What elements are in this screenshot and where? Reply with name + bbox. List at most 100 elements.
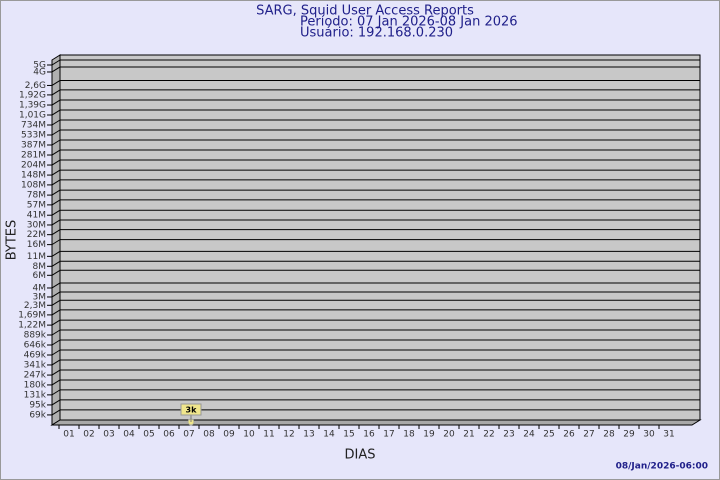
x-tick-label: 17 — [383, 430, 394, 440]
y-axis-label: BYTES — [5, 220, 20, 261]
chart-title: SARG, Squid User Access Reports — [256, 4, 474, 19]
x-tick-label: 13 — [303, 430, 314, 440]
y-tick-label: 4G — [33, 67, 46, 77]
y-tick-label: 30M — [27, 220, 46, 230]
y-tick-label: 57M — [27, 200, 46, 210]
grid-line — [51, 269, 61, 276]
grid-line — [51, 229, 61, 236]
y-tick-label: 341k — [24, 360, 47, 370]
grid-line — [51, 359, 61, 366]
footer: 08/Jan/2026-06:00 — [616, 462, 708, 472]
grid-line — [51, 339, 61, 346]
x-tick-label: 09 — [223, 430, 235, 440]
grid-line — [51, 369, 61, 376]
chart-subtitle: Usuário: 192.168.0.230 — [300, 26, 453, 41]
grid-line — [51, 299, 61, 306]
y-tick-label: 1,39G — [19, 101, 46, 111]
x-tick-label: 25 — [543, 430, 554, 440]
grid-line — [51, 349, 61, 356]
y-tick-label: 3M — [33, 292, 47, 302]
x-tick-label: 27 — [583, 430, 594, 440]
grid-line — [51, 329, 61, 336]
y-tick-label: 95k — [29, 400, 46, 410]
x-tick-label: 16 — [363, 430, 375, 440]
value-label-box — [180, 403, 202, 416]
x-tick-label: 23 — [503, 430, 514, 440]
y-tick-label: 108M — [21, 180, 46, 190]
y-tick-label: 11M — [27, 252, 46, 262]
y-tick-label: 281M — [21, 151, 46, 161]
y-tick-label: 889k — [24, 331, 47, 341]
x-tick-label: 20 — [443, 430, 455, 440]
y-tick-label: 1,22M — [18, 321, 46, 331]
grid-line — [51, 291, 61, 298]
y-tick-label: 4M — [33, 283, 47, 293]
grid-line — [51, 139, 61, 146]
x-tick-label: 22 — [483, 430, 494, 440]
x-tick-label: 05 — [143, 430, 154, 440]
grid-line — [51, 59, 61, 66]
y-tick-label: 247k — [24, 371, 47, 381]
grid-line — [51, 66, 61, 73]
value-label: 3k — [186, 406, 198, 415]
grid-line — [51, 389, 61, 396]
grid-line — [51, 109, 61, 116]
y-tick-label: 41M — [27, 211, 46, 221]
y-tick-label: 2,6G — [25, 81, 46, 91]
chart-subtitle: Período: 07 Jan 2026-08 Jan 2026 — [300, 15, 518, 30]
y-tick-label: 734M — [21, 120, 46, 130]
y-tick-label: 204M — [21, 161, 46, 171]
y-tick-label: 2,3M — [24, 301, 46, 311]
grid-line — [51, 80, 61, 86]
y-tick-label: 22M — [27, 230, 46, 240]
grid-line — [51, 179, 61, 186]
grid-line — [51, 169, 61, 176]
x-tick-label: 18 — [403, 430, 415, 440]
grid-line — [51, 199, 61, 206]
x-tick-label: 14 — [323, 430, 335, 440]
grid-line — [51, 309, 61, 316]
x-tick-label: 15 — [343, 430, 354, 440]
grid-line — [51, 129, 61, 136]
x-tick-label: 19 — [423, 430, 435, 440]
grid-line — [51, 399, 61, 406]
x-tick-label: 10 — [243, 430, 255, 440]
x-tick-label: 01 — [63, 430, 74, 440]
y-tick-label: 646k — [24, 340, 47, 350]
grid-line — [51, 189, 61, 196]
y-tick-label: 1,92G — [19, 90, 46, 100]
y-tick-label: 69k — [29, 410, 46, 420]
y-tick-label: 78M — [27, 191, 46, 201]
x-tick-label: 03 — [103, 430, 114, 440]
grid-line — [51, 409, 61, 416]
y-tick-label: 180k — [24, 380, 47, 390]
grid-line — [51, 99, 61, 106]
x-tick-label: 29 — [623, 430, 635, 440]
y-tick-label: 148M — [21, 171, 46, 181]
y-tick-label: 1,01G — [19, 111, 46, 121]
y-tick-label: 131k — [24, 390, 47, 400]
y-tick-label: 6M — [33, 271, 47, 281]
grid-line — [51, 219, 61, 226]
grid-line — [51, 119, 61, 126]
x-tick-label: 26 — [563, 430, 575, 440]
x-tick-label: 11 — [263, 430, 274, 440]
grid-line — [51, 260, 61, 267]
x-tick-label: 21 — [463, 430, 474, 440]
x-tick-label: 04 — [123, 430, 135, 440]
x-tick-label: 02 — [83, 430, 94, 440]
x-tick-label: 07 — [183, 430, 194, 440]
x-tick-label: 28 — [603, 430, 615, 440]
x-tick-label: 30 — [643, 430, 655, 440]
x-tick-label: 12 — [283, 430, 294, 440]
y-tick-label: 533M — [21, 131, 46, 141]
grid-line — [51, 319, 61, 326]
y-tick-label: 8M — [33, 262, 47, 272]
y-tick-label: 16M — [27, 240, 46, 250]
x-tick-label: 08 — [203, 430, 215, 440]
grid-line — [51, 149, 61, 156]
y-tick-label: 1,69M — [18, 310, 46, 320]
y-tick-label: 387M — [21, 141, 46, 151]
grid-line — [51, 239, 61, 246]
